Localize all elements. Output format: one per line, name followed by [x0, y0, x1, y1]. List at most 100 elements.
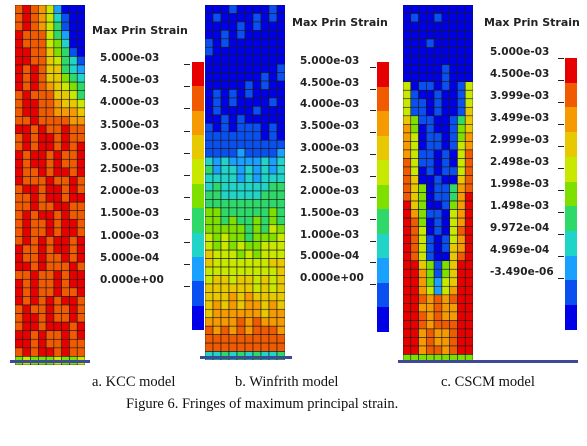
legend-tick-mark — [370, 153, 376, 155]
legend-tick-mark — [370, 67, 376, 68]
legend-tick-label: 2.500e-03 — [300, 163, 360, 176]
color-scale-segment — [565, 107, 577, 133]
color-scale-segment — [565, 206, 577, 232]
color-scale-segment — [192, 183, 204, 209]
legend-tick-label: 2.000e-03 — [100, 185, 160, 198]
color-scale-segment — [377, 282, 389, 308]
legend-tick-label: 3.000e-03 — [100, 140, 160, 153]
legend-tick-mark — [184, 175, 190, 176]
legend-tick-mark — [184, 219, 190, 221]
legend-tick-mark — [558, 190, 564, 191]
color-scale-bar-cscm — [565, 58, 577, 330]
color-scale-segment — [192, 256, 204, 282]
legend-tick-label: 0.000e+00 — [100, 274, 164, 286]
legend-tick-mark — [370, 88, 376, 90]
legend-tick-mark — [558, 256, 564, 257]
color-scale-segment — [565, 255, 577, 281]
subcaption-c: c. CSCM model — [441, 374, 535, 390]
color-scale-segment — [192, 86, 204, 111]
color-scale-segment — [377, 184, 389, 210]
support-base-cscm — [398, 360, 578, 363]
color-scale-bar-kcc — [192, 62, 204, 330]
color-scale-segment — [192, 232, 204, 257]
color-scale-segment — [565, 305, 577, 330]
legend-tick-mark — [370, 175, 376, 177]
legend-tick-label: 5.000e-03 — [490, 46, 550, 58]
legend-tick-mark — [370, 284, 376, 285]
legend-tick-mark — [558, 146, 564, 147]
color-scale-segment — [192, 305, 204, 330]
legend-tick-label: 4.500e-03 — [100, 74, 160, 87]
strain-fringe-mesh-cscm — [403, 5, 473, 363]
legend-tick-label: 9.972e-04 — [490, 222, 550, 234]
legend-title-kcc: Max Prin Strain — [92, 24, 188, 37]
legend-tick-label: 1.500e-03 — [300, 206, 360, 219]
legend-tick-mark — [558, 212, 564, 213]
strain-fringe-mesh-winfrith — [205, 5, 285, 360]
legend-tick-label: 1.500e-03 — [100, 207, 160, 220]
legend-tick-label: 5.000e-03 — [100, 52, 160, 64]
color-scale-segment — [377, 209, 389, 234]
legend-tick-label: 2.498e-03 — [490, 156, 550, 168]
legend-tick-mark — [558, 102, 564, 103]
legend-tick-label: 4.500e-03 — [300, 76, 360, 89]
color-scale-segment — [192, 281, 204, 306]
strain-fringe-mesh-kcc — [15, 5, 85, 365]
legend-tick-label: -3.490e-06 — [490, 266, 554, 278]
legend-tick-mark — [370, 197, 376, 199]
legend-tick-label: 4.969e-04 — [490, 244, 550, 256]
legend-tick-label: 3.500e-03 — [100, 118, 160, 131]
legend-tick-label: 0.000e+00 — [300, 272, 364, 284]
legend-tick-label: 1.000e-03 — [300, 228, 360, 241]
legend-tick-mark — [184, 64, 190, 65]
legend-tick-mark — [558, 80, 564, 81]
legend-tick-label: 1.000e-03 — [100, 229, 160, 242]
color-scale-segment — [192, 135, 204, 160]
subcaption-a: a. KCC model — [92, 374, 176, 390]
legend-tick-mark — [184, 286, 190, 287]
color-scale-segment — [377, 135, 389, 161]
legend-tick-mark — [370, 132, 376, 134]
legend-tick-mark — [184, 108, 190, 110]
color-scale-segment — [377, 62, 389, 87]
legend-title-winfrith: Max Prin Strain — [292, 16, 388, 29]
color-scale-segment — [192, 208, 204, 233]
color-scale-segment — [565, 231, 577, 256]
subcaption-b: b. Winfrith model — [235, 374, 339, 390]
color-scale-segment — [565, 280, 577, 306]
legend-tick-mark — [184, 152, 190, 154]
legend-tick-label: 1.998e-03 — [490, 178, 550, 190]
legend-tick-mark — [370, 218, 376, 220]
legend-tick-label: 1.498e-03 — [490, 200, 550, 212]
legend-tick-label: 3.000e-03 — [300, 141, 360, 154]
legend-tick-label: 2.500e-03 — [100, 163, 160, 175]
legend-tick-label: 2.000e-03 — [300, 185, 360, 198]
legend-tick-mark — [370, 262, 376, 264]
legend-tick-label: 2.999e-03 — [490, 134, 550, 146]
legend-tick-mark — [184, 197, 190, 199]
legend-tick-label: 4.500e-03 — [490, 68, 550, 80]
color-scale-segment — [565, 58, 577, 83]
legend-tick-mark — [370, 110, 376, 112]
legend-tick-mark — [558, 168, 564, 169]
legend-tick-label: 4.000e-03 — [100, 96, 160, 109]
color-scale-segment — [377, 307, 389, 332]
legend-tick-label: 3.500e-03 — [300, 120, 360, 133]
color-scale-segment — [565, 132, 577, 157]
color-scale-segment — [377, 258, 389, 283]
support-base-winfrith — [200, 356, 292, 359]
figure-caption: Figure 6. Fringes of maximum principal s… — [126, 396, 399, 412]
color-scale-segment — [377, 111, 389, 136]
legend-tick-mark — [184, 241, 190, 243]
color-scale-segment — [192, 62, 204, 87]
color-scale-segment — [377, 160, 389, 185]
legend-tick-mark — [558, 278, 564, 279]
legend-tick-label: 5.000e-04 — [300, 250, 360, 263]
legend-tick-label: 3.999e-03 — [490, 90, 550, 102]
legend-title-cscm: Max Prin Strain — [484, 16, 580, 29]
legend-tick-mark — [558, 58, 564, 59]
legend-tick-mark — [184, 263, 190, 265]
legend-tick-mark — [558, 124, 564, 125]
support-base-kcc — [10, 360, 90, 363]
legend-tick-label: 5.000e-03 — [300, 55, 360, 67]
